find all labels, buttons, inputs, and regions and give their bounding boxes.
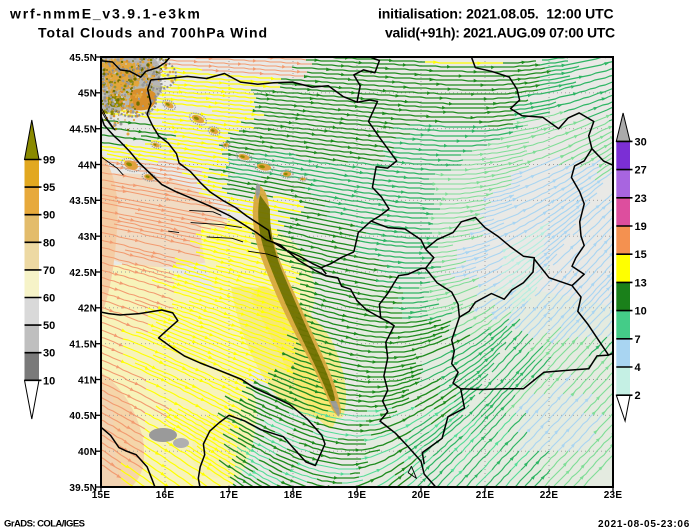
svg-text:42.5N: 42.5N	[69, 268, 97, 279]
svg-text:22E: 22E	[540, 490, 559, 501]
svg-text:valid(+91h): 2021.AUG.09 07:00: valid(+91h): 2021.AUG.09 07:00 UTC	[385, 25, 615, 41]
svg-text:15: 15	[635, 249, 647, 261]
svg-text:41N: 41N	[78, 375, 97, 386]
svg-text:Total Clouds and 700hPa Wind: Total Clouds and 700hPa Wind	[38, 25, 268, 41]
svg-text:27: 27	[635, 165, 647, 177]
svg-text:23: 23	[635, 193, 647, 205]
svg-text:90: 90	[43, 210, 55, 222]
svg-text:44N: 44N	[78, 160, 97, 171]
svg-text:10: 10	[43, 375, 55, 387]
svg-text:GrADS: COLA/IGES: GrADS: COLA/IGES	[4, 519, 85, 530]
svg-text:70: 70	[43, 265, 55, 277]
svg-text:18E: 18E	[284, 490, 303, 501]
svg-text:wrf-nmmE_v3.9.1-e3km: wrf-nmmE_v3.9.1-e3km	[9, 6, 202, 22]
svg-text:45.5N: 45.5N	[69, 53, 97, 64]
svg-text:19: 19	[635, 221, 647, 233]
svg-text:4: 4	[635, 362, 642, 374]
svg-text:50: 50	[43, 320, 55, 332]
svg-text:13: 13	[635, 277, 647, 289]
svg-text:30: 30	[43, 348, 55, 360]
svg-text:30: 30	[635, 136, 647, 148]
svg-text:41.5N: 41.5N	[69, 340, 97, 351]
svg-text:21E: 21E	[476, 490, 495, 501]
svg-text:19E: 19E	[348, 490, 367, 501]
svg-text:43.5N: 43.5N	[69, 196, 97, 207]
svg-text:80: 80	[43, 237, 55, 249]
svg-text:2: 2	[635, 390, 641, 402]
svg-text:23E: 23E	[604, 490, 623, 501]
svg-text:45N: 45N	[78, 89, 97, 100]
svg-text:99: 99	[43, 155, 55, 167]
svg-text:95: 95	[43, 182, 55, 194]
svg-text:60: 60	[43, 293, 55, 305]
svg-text:10: 10	[635, 306, 647, 318]
svg-text:42N: 42N	[78, 304, 97, 315]
svg-text:43N: 43N	[78, 232, 97, 243]
svg-text:44.5N: 44.5N	[69, 125, 97, 136]
svg-text:17E: 17E	[220, 490, 239, 501]
svg-text:40N: 40N	[78, 447, 97, 458]
svg-text:2021-08-05-23:06: 2021-08-05-23:06	[598, 519, 690, 530]
svg-text:7: 7	[635, 334, 641, 346]
svg-text:40.5N: 40.5N	[69, 411, 97, 422]
svg-text:initialisation: 2021.08.05. 1: initialisation: 2021.08.05. 12:00 UTC	[378, 6, 614, 22]
svg-text:15E: 15E	[92, 490, 111, 501]
svg-text:16E: 16E	[156, 490, 175, 501]
svg-text:39.5N: 39.5N	[69, 483, 97, 494]
svg-text:20E: 20E	[412, 490, 431, 501]
